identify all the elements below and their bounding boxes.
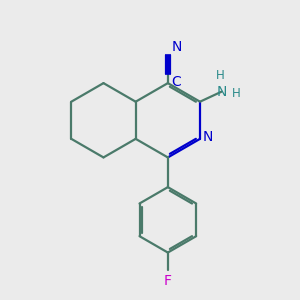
Text: H: H bbox=[232, 87, 241, 100]
Text: N: N bbox=[216, 85, 227, 99]
Text: H: H bbox=[216, 69, 224, 82]
Text: F: F bbox=[164, 274, 172, 288]
Text: N: N bbox=[171, 40, 182, 54]
Text: N: N bbox=[202, 130, 213, 144]
Text: C: C bbox=[171, 75, 181, 89]
